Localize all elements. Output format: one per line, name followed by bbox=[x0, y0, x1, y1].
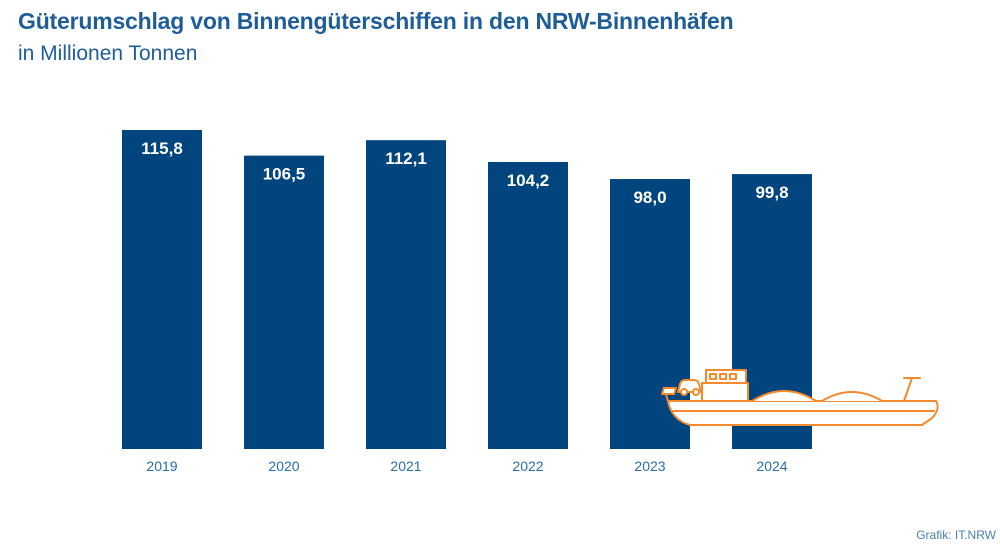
bar-value-label-2019: 115,8 bbox=[141, 139, 183, 158]
bar-2022 bbox=[488, 161, 568, 450]
bar-2021 bbox=[366, 140, 446, 449]
bar-value-label-2023: 98,0 bbox=[633, 188, 666, 207]
bar-2020 bbox=[244, 155, 324, 449]
bar-series bbox=[122, 130, 812, 450]
bar-value-label-2024: 99,8 bbox=[755, 183, 788, 202]
bar-value-label-2021: 112,1 bbox=[385, 149, 427, 168]
source-credit: Grafik: IT.NRW bbox=[916, 528, 996, 542]
bar-value-label-2020: 106,5 bbox=[263, 165, 306, 184]
x-tick-label-2024: 2024 bbox=[756, 458, 787, 474]
x-tick-label-2022: 2022 bbox=[512, 458, 543, 474]
bar-value-label-2022: 104,2 bbox=[507, 171, 550, 190]
x-tick-label-2021: 2021 bbox=[390, 458, 421, 474]
x-tick-label-2020: 2020 bbox=[268, 458, 299, 474]
ship-icon bbox=[661, 369, 939, 426]
x-axis-tick-labels: 2019 2020 2021 2022 2023 2024 bbox=[146, 458, 787, 474]
x-tick-label-2019: 2019 bbox=[146, 458, 177, 474]
x-tick-label-2023: 2023 bbox=[634, 458, 665, 474]
chart-title: Güterumschlag von Binnengüterschiffen in… bbox=[18, 8, 734, 34]
value-labels: 115,8 106,5 112,1 104,2 98,0 99,8 bbox=[141, 139, 788, 207]
bar-2019 bbox=[122, 130, 202, 449]
chart-subtitle: in Millionen Tonnen bbox=[18, 42, 198, 65]
